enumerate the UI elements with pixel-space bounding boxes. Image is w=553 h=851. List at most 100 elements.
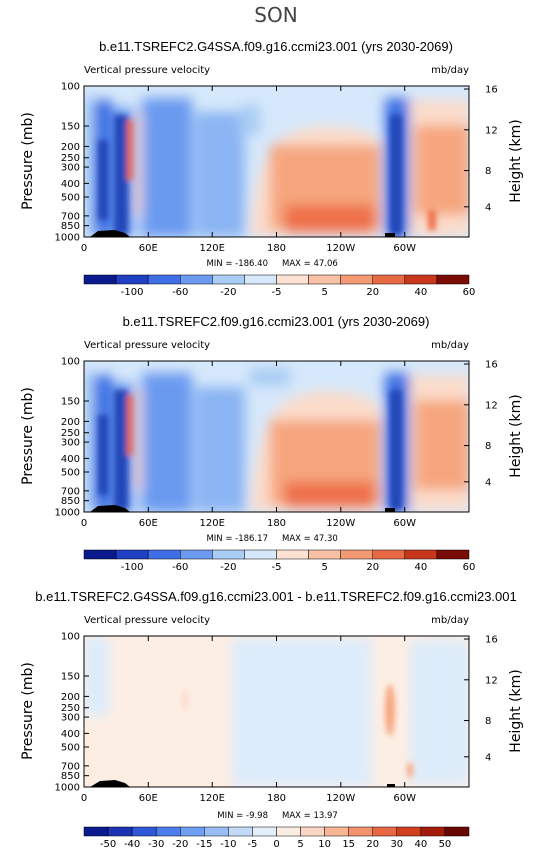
pressure-tick-label: 200 [61, 692, 80, 703]
pressure-tick-label: 300 [61, 713, 80, 724]
colorbar-swatch [83, 549, 117, 560]
colorbar-label: -60 [172, 562, 188, 573]
colorbar-swatch [300, 826, 325, 837]
longitude-tick-label: 120E [200, 518, 225, 529]
pressure-tick-label: 200 [61, 142, 80, 153]
height-tick-label: 12 [485, 675, 498, 686]
colorbar-swatch [348, 826, 373, 837]
pressure-tick-label: 1000 [55, 783, 80, 794]
longitude-tick-label: 120E [200, 793, 225, 804]
pressure-tick-label: 100 [61, 632, 80, 643]
longitude-tick-label: 60W [393, 793, 416, 804]
longitude-tick-label: 120W [326, 243, 355, 254]
colorbar-swatch [276, 826, 301, 837]
colorbar-swatch [212, 549, 245, 560]
panel-2: b.e11.TSREFC2.f09.g16.ccmi23.001 (yrs 20… [20, 314, 524, 573]
pressure-tick-label: 150 [61, 672, 80, 683]
pressure-tick-label: 500 [61, 742, 80, 753]
colorbar-swatch [107, 826, 133, 837]
colorbar-swatch [180, 274, 213, 285]
pressure-tick-label: 850 [61, 496, 80, 507]
colorbar-swatch [180, 549, 213, 560]
colorbar-label: -30 [148, 839, 164, 850]
colorbar-swatch [444, 826, 470, 837]
colorbar-label: 50 [439, 839, 452, 850]
colorbar-label: 5 [297, 839, 303, 850]
pressure-tick-label: 400 [61, 454, 80, 465]
panel-2-field [84, 361, 469, 512]
panel-1: b.e11.TSREFC2.G4SSA.f09.g16.ccmi23.001 (… [20, 39, 524, 298]
pressure-tick-label: 700 [61, 486, 80, 497]
longitude-tick-label: 120W [326, 793, 355, 804]
colorbar-swatch [396, 826, 422, 837]
longitude-tick-label: 60W [393, 518, 416, 529]
pressure-tick-label: 300 [61, 438, 80, 449]
colorbar-label: 5 [321, 287, 327, 298]
pressure-tick-label: 250 [61, 153, 80, 164]
season-label: SON [254, 3, 297, 27]
panel-1-subtitle-left: Vertical pressure velocity [84, 65, 210, 76]
height-tick-label: 4 [485, 752, 491, 763]
pressure-tick-label: 850 [61, 221, 80, 232]
panel-3-min-label: MIN = -9.98 [217, 811, 268, 821]
longitude-tick-label: 60E [139, 793, 158, 804]
colorbar-swatch [244, 549, 277, 560]
colorbar-swatch [115, 549, 149, 560]
colorbar-swatch [340, 274, 373, 285]
panel-2-subtitle-left: Vertical pressure velocity [84, 340, 210, 351]
longitude-tick-label: 180 [267, 518, 286, 529]
colorbar-swatch [308, 549, 341, 560]
colorbar-swatch [115, 274, 149, 285]
colorbar-label: 60 [463, 562, 476, 573]
height-tick-label: 12 [485, 125, 498, 136]
panel-3-title: b.e11.TSREFC2.G4SSA.f09.g16.ccmi23.001 -… [35, 589, 517, 604]
colorbar-label: -100 [121, 562, 144, 573]
pressure-tick-label: 1000 [55, 233, 80, 244]
colorbar-swatch [147, 549, 181, 560]
colorbar-label: 60 [463, 287, 476, 298]
colorbar-label: 10 [318, 839, 331, 850]
longitude-tick-label: 120E [200, 243, 225, 254]
pressure-tick-label: 400 [61, 179, 80, 190]
colorbar-swatch [131, 826, 157, 837]
colorbar-label: -5 [272, 562, 282, 573]
colorbar-label: -20 [220, 562, 236, 573]
pressure-tick-label: 1000 [55, 508, 80, 519]
colorbar-label: 15 [342, 839, 355, 850]
pressure-tick-label: 700 [61, 761, 80, 772]
longitude-tick-label: 60E [139, 518, 158, 529]
colorbar-swatch [436, 549, 470, 560]
panel-1-max-label: MAX = 47.06 [282, 259, 338, 269]
colorbar-swatch [276, 549, 309, 560]
panel-2-min-label: MIN = -186.17 [206, 534, 268, 544]
colorbar-swatch [228, 826, 253, 837]
panel-3-max-label: MAX = 13.97 [282, 811, 338, 821]
colorbar-label: 20 [366, 562, 379, 573]
colorbar-swatch [324, 826, 349, 837]
pressure-tick-label: 250 [61, 703, 80, 714]
pressure-tick-label: 300 [61, 163, 80, 174]
panel-3-ylabel-right: Height (km) [508, 669, 524, 752]
colorbar-swatch [372, 274, 406, 285]
panel-3-subtitle-left: Vertical pressure velocity [84, 615, 210, 626]
colorbar-swatch [404, 274, 438, 285]
colorbar-label: 5 [321, 562, 327, 573]
colorbar-label: 0 [273, 839, 279, 850]
colorbar-label: -5 [247, 839, 257, 850]
panel-1-field [84, 86, 469, 237]
panel-2-units: mb/day [431, 340, 469, 351]
longitude-tick-label: 60W [393, 243, 416, 254]
height-tick-label: 16 [485, 360, 498, 371]
longitude-tick-label: 0 [81, 793, 87, 804]
panel-2-max-label: MAX = 47.30 [282, 534, 338, 544]
panel-1-ylabel-right: Height (km) [508, 119, 524, 202]
colorbar-label: -40 [124, 839, 140, 850]
longitude-tick-label: 0 [81, 243, 87, 254]
height-tick-label: 8 [485, 166, 491, 177]
colorbar-label: 20 [366, 839, 379, 850]
height-tick-label: 8 [485, 441, 491, 452]
pressure-tick-label: 850 [61, 771, 80, 782]
colorbar-label: -10 [220, 839, 236, 850]
height-tick-label: 4 [485, 477, 491, 488]
colorbar-swatch [180, 826, 205, 837]
